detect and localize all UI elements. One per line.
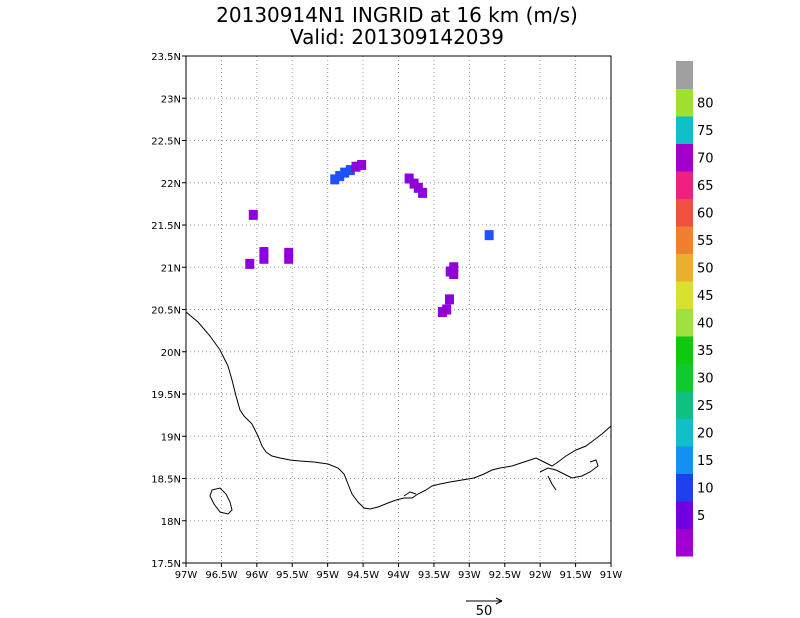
wind-cell bbox=[259, 247, 269, 258]
colorbar-label: 10 bbox=[697, 481, 714, 496]
coastline bbox=[185, 311, 612, 515]
wind-observations bbox=[245, 160, 494, 318]
wind-cell bbox=[340, 167, 350, 178]
colorbar-segment bbox=[676, 473, 693, 502]
colorbar-segment bbox=[676, 308, 693, 337]
x-tick-label: 92.5W bbox=[489, 570, 521, 581]
y-tick-label: 23.5N bbox=[151, 52, 181, 63]
wind-cell bbox=[284, 247, 294, 258]
wind-cell bbox=[437, 307, 447, 318]
y-tick-label: 19N bbox=[161, 432, 181, 443]
wind-cell bbox=[284, 253, 294, 264]
x-tick-label: 93W bbox=[458, 570, 481, 581]
wind-cell bbox=[351, 161, 361, 172]
wind-cell bbox=[335, 170, 345, 181]
colorbar-label: 15 bbox=[697, 454, 714, 469]
y-tick-label: 21N bbox=[161, 263, 181, 274]
colorbar-segment bbox=[676, 171, 693, 199]
chart-subtitle: Valid: 201309142039 bbox=[290, 25, 504, 49]
colorbar-label: 5 bbox=[697, 509, 705, 524]
x-tick-label: 92W bbox=[529, 570, 552, 581]
x-tick-label: 96.5W bbox=[205, 570, 237, 581]
colorbar-label: 40 bbox=[697, 316, 714, 331]
coast-detail-1 bbox=[539, 459, 599, 479]
wind-cell bbox=[413, 182, 423, 193]
colorbar-label: 20 bbox=[697, 426, 714, 441]
mainland-coastline bbox=[185, 311, 612, 510]
y-tick-label: 23N bbox=[161, 94, 181, 105]
coast-detail-2 bbox=[547, 475, 557, 491]
y-tick-label: 20.5N bbox=[151, 306, 181, 317]
colorbar-segment bbox=[676, 528, 693, 557]
colorbar-segment bbox=[676, 281, 693, 309]
colorbar-label: 45 bbox=[697, 289, 714, 304]
colorbar-segment bbox=[676, 226, 693, 254]
reference-arrow-head bbox=[495, 597, 503, 605]
colorbar: 5 10 15 20 25 30 35 40 45 50 55 60 65 70 75 80 bbox=[676, 61, 714, 557]
colorbar-label: 80 bbox=[697, 96, 714, 111]
colorbar-label: 55 bbox=[697, 234, 714, 249]
colorbar-label: 75 bbox=[697, 124, 714, 139]
wind-cell bbox=[357, 160, 367, 171]
colorbar-segment bbox=[676, 336, 693, 364]
wind-cell bbox=[418, 187, 428, 198]
x-tick-label: 95.5W bbox=[276, 570, 308, 581]
colorbar-segment bbox=[676, 253, 693, 282]
wind-cell bbox=[330, 174, 340, 185]
x-tick-label: 97W bbox=[175, 570, 198, 581]
lagoon-outline bbox=[209, 487, 233, 515]
colorbar-segment bbox=[676, 88, 693, 117]
y-tick-label: 21.5N bbox=[151, 221, 181, 232]
colorbar-segment bbox=[676, 363, 693, 392]
colorbar-segment bbox=[676, 501, 693, 529]
y-tick-label: 19.5N bbox=[151, 390, 181, 401]
y-tick-label: 20N bbox=[161, 348, 181, 359]
x-tick-label: 91W bbox=[600, 570, 623, 581]
colorbar-label: 30 bbox=[697, 371, 714, 386]
colorbar-segment bbox=[676, 418, 693, 447]
wind-cell bbox=[404, 173, 414, 184]
reference-vector-label: 50 bbox=[476, 604, 493, 618]
reference-vector: 50 bbox=[466, 597, 503, 618]
colorbar-segment bbox=[676, 61, 693, 89]
colorbar-segment bbox=[676, 198, 693, 227]
grid bbox=[186, 56, 611, 563]
coast-detail-3 bbox=[403, 491, 417, 497]
chart-title: 20130914N1 INGRID at 16 km (m/s) bbox=[216, 3, 578, 27]
wind-cell bbox=[484, 230, 494, 241]
colorbar-label: 50 bbox=[697, 261, 714, 276]
x-tick-label: 93.5W bbox=[418, 570, 450, 581]
x-tick-label: 95W bbox=[316, 570, 339, 581]
colorbar-label: 70 bbox=[697, 151, 714, 166]
colorbar-segment bbox=[676, 143, 693, 172]
wind-cell bbox=[245, 258, 255, 269]
x-tick-label: 94W bbox=[387, 570, 410, 581]
colorbar-label: 35 bbox=[697, 344, 714, 359]
wind-cell bbox=[248, 209, 258, 220]
wind-cell bbox=[345, 165, 355, 176]
y-tick-label: 18.5N bbox=[151, 475, 181, 486]
x-tick-label: 94.5W bbox=[347, 570, 379, 581]
colorbar-segment bbox=[676, 391, 693, 419]
x-tick-label: 96W bbox=[246, 570, 269, 581]
wind-cell bbox=[449, 269, 459, 280]
wind-cell bbox=[259, 253, 269, 264]
colorbar-label: 60 bbox=[697, 206, 714, 221]
y-tick-label: 18N bbox=[161, 517, 181, 528]
x-tick-label: 91.5W bbox=[560, 570, 592, 581]
y-tick-label: 22N bbox=[161, 179, 181, 190]
y-tick-label: 17.5N bbox=[151, 559, 181, 570]
colorbar-segment bbox=[676, 116, 693, 144]
colorbar-label: 65 bbox=[697, 179, 714, 194]
x-axis: 97W 96.5W 96W 95.5W 95W 94.5W 94W 93.5W 93W 92.5W… bbox=[175, 563, 623, 581]
y-tick-label: 22.5N bbox=[151, 137, 181, 148]
wind-cell bbox=[445, 294, 454, 305]
y-axis: 17.5N 18N 18.5N 19N 19.5N 20N 20.5N 21N 21.5N 22N… bbox=[151, 52, 186, 570]
colorbar-label: 25 bbox=[697, 399, 714, 414]
colorbar-segment bbox=[676, 446, 693, 474]
